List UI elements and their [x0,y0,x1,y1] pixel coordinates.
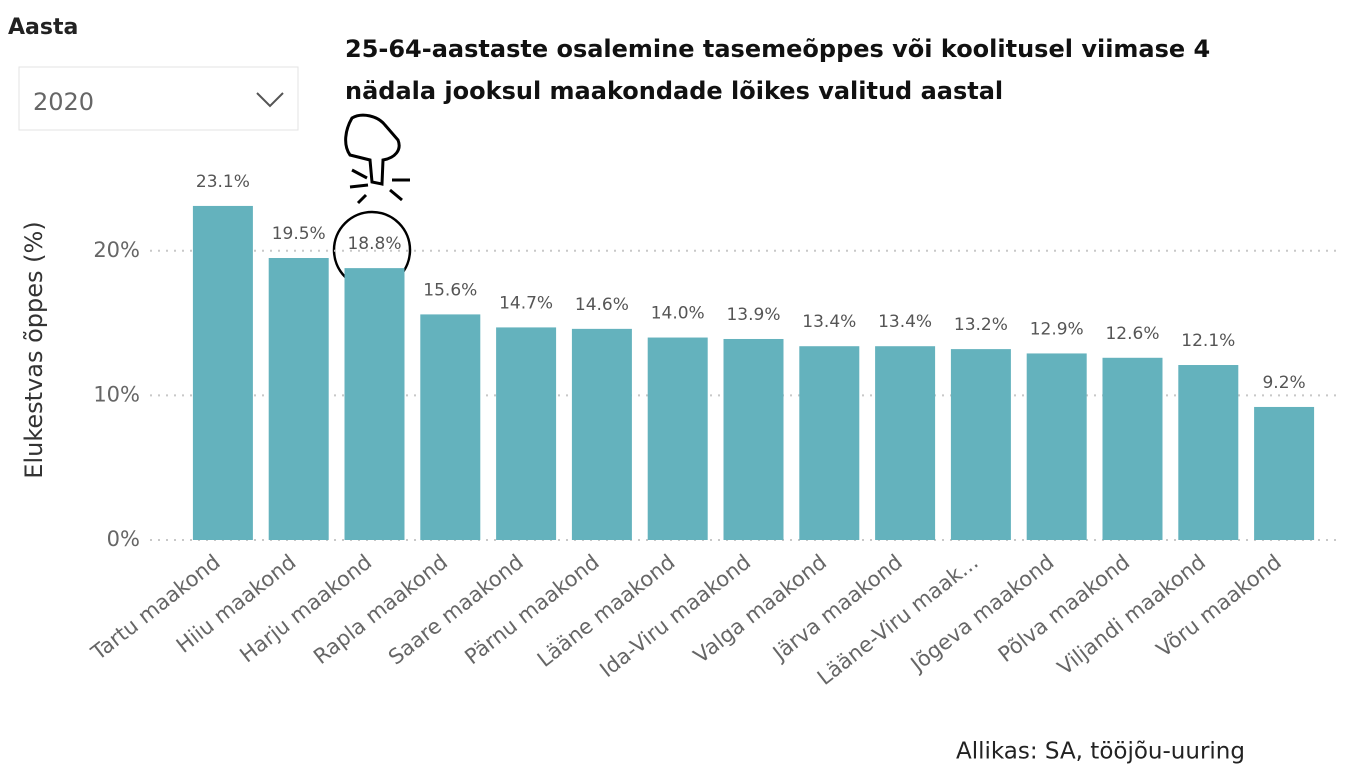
value-label: 12.9% [1030,319,1084,339]
source: Allikas: SA, tööjõu-uuring [956,739,1245,765]
value-label: 13.2% [954,315,1008,335]
value-label: 23.1% [196,172,250,192]
bar [875,346,936,540]
x-tick-label: Pärnu maakond [460,550,603,669]
bar [192,205,253,540]
x-tick-label: Saare maakond [384,550,528,670]
y-tick-label: 0% [107,527,140,551]
bar [950,349,1011,540]
x-tick-label: Tartu maakond [86,550,225,666]
value-label: 15.6% [423,280,477,300]
bar [1026,353,1087,540]
dropdown-chevron[interactable] [256,92,284,108]
bar [1178,365,1239,540]
x-tick-label: Rapla maakond [309,550,452,669]
x-tick-label: Võru maakond [1152,550,1286,662]
slicer-value[interactable]: 2020 [33,88,94,116]
x-tick-label: Lääne maakond [533,550,680,672]
bar [268,258,329,540]
bar [571,328,632,540]
bar [344,268,405,540]
slicer-box[interactable] [18,66,299,131]
y-tick-label: 20% [93,238,140,262]
value-label: 9.2% [1262,373,1305,393]
hand-annotation [332,113,412,290]
bar [799,346,860,540]
value-label: 12.1% [1181,331,1235,351]
value-label: 19.5% [272,224,326,244]
x-tick-label: Harju maakond [235,550,376,668]
x-tick-label: Valga maakond [689,550,831,668]
bar [647,337,708,540]
value-label: 14.6% [575,295,629,315]
y-axis-label: Elukestvas õppes (%) [20,221,48,478]
bar [1102,357,1163,540]
value-label: 13.9% [726,305,780,325]
bar [420,314,481,540]
value-label: 14.7% [499,293,553,313]
bar [1254,406,1315,540]
value-label: 18.8% [347,234,401,254]
chart-title: 25-64-aastaste osalemine tasemeõppes või… [345,35,1211,105]
value-label: 13.4% [802,312,856,332]
value-label: 12.6% [1105,324,1159,344]
y-tick-label: 10% [93,382,140,406]
bar [723,338,784,540]
value-label: 13.4% [878,312,932,332]
slicer-label: Aasta [8,15,78,40]
bar [496,327,557,540]
value-label: 14.0% [651,304,705,324]
x-tick-label: Põlva maakond [994,550,1135,667]
x-tick-label: Järva maakond [767,550,907,667]
